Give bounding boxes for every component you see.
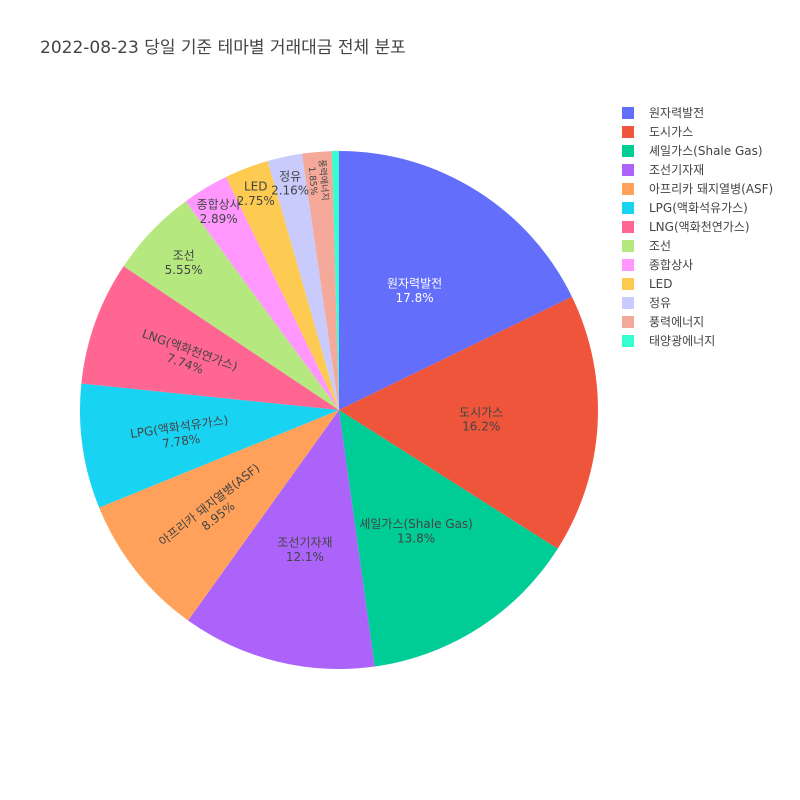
- legend-item[interactable]: 풍력에너지: [622, 312, 773, 331]
- pie-slice-4[interactable]: [99, 410, 339, 621]
- legend-swatch: [622, 334, 634, 347]
- legend-item[interactable]: 조선: [622, 236, 773, 255]
- slice-label-7: 조선5.55%: [165, 249, 203, 277]
- legend-label: 조선기자재: [649, 163, 705, 177]
- slice-percent-label: 12.1%: [286, 550, 324, 564]
- legend-label: 조선: [649, 239, 672, 253]
- legend-item[interactable]: 아프리카 돼지열병(ASF): [622, 179, 773, 198]
- pie-slices: [80, 151, 598, 669]
- legend-swatch: [622, 239, 634, 252]
- slice-percent-label: 2.16%: [271, 184, 309, 198]
- legend-swatch: [622, 220, 634, 233]
- legend-label: 태양광에너지: [649, 334, 716, 348]
- slice-category-label: 조선: [173, 249, 195, 263]
- pie-slice-1[interactable]: [339, 296, 598, 549]
- legend-item[interactable]: 도시가스: [622, 122, 773, 141]
- legend-label: 종합상사: [649, 258, 694, 272]
- legend-label: 원자력발전: [649, 106, 705, 120]
- legend-label: 풍력에너지: [649, 315, 705, 329]
- legend-label: 정유: [649, 296, 672, 310]
- legend-swatch: [622, 125, 634, 138]
- pie-slice-2[interactable]: [339, 410, 558, 667]
- slice-label-2: 셰일가스(Shale Gas)13.8%: [359, 517, 473, 545]
- chart-title: 2022-08-23 당일 기준 테마별 거래대금 전체 분포: [40, 38, 406, 58]
- pie-slice-6[interactable]: [81, 266, 339, 410]
- pie-slice-8[interactable]: [185, 176, 339, 410]
- pie-slice-12[interactable]: [332, 151, 339, 410]
- pie-slice-9[interactable]: [225, 161, 339, 410]
- slice-percent-label: 1.85%: [306, 166, 318, 196]
- slice-category-label: 원자력발전: [387, 276, 442, 290]
- slice-category-label: 정유: [279, 169, 301, 183]
- slice-percent-label: 5.55%: [165, 263, 203, 277]
- slice-percent-label: 16.2%: [462, 420, 500, 434]
- legend-label: LED: [649, 276, 673, 291]
- slice-percent-label: 17.8%: [396, 291, 434, 305]
- legend-swatch: [622, 315, 634, 328]
- legend-item[interactable]: 조선기자재: [622, 160, 773, 179]
- legend-swatch: [622, 144, 634, 157]
- slice-category-label: 셰일가스(Shale Gas): [359, 517, 473, 531]
- slice-category-label: 도시가스: [459, 405, 503, 419]
- pie-slice-3[interactable]: [188, 410, 375, 669]
- pie-slice-11[interactable]: [302, 151, 339, 410]
- legend-swatch: [622, 277, 634, 290]
- slice-category-label: 조선기자재: [277, 536, 332, 550]
- legend-item[interactable]: LPG(액화석유가스): [622, 198, 773, 217]
- pie-slice-0[interactable]: [339, 151, 572, 410]
- legend-swatch: [622, 163, 634, 176]
- legend-swatch: [622, 106, 634, 119]
- slice-percent-label: 2.75%: [237, 194, 275, 208]
- slice-percent-label: 7.78%: [161, 432, 201, 451]
- legend-label: LNG(액화천연가스): [649, 220, 750, 234]
- legend-label: 도시가스: [649, 125, 694, 139]
- legend-item[interactable]: 종합상사: [622, 255, 773, 274]
- legend-item[interactable]: 태양광에너지: [622, 331, 773, 350]
- slice-category-label: 풍력에너지: [316, 159, 331, 201]
- legend-swatch: [622, 258, 634, 271]
- legend-label: 아프리카 돼지열병(ASF): [649, 182, 774, 196]
- legend-label: LPG(액화석유가스): [649, 201, 748, 215]
- legend-swatch: [622, 296, 634, 309]
- legend-item[interactable]: 정유: [622, 293, 773, 312]
- legend-item[interactable]: LED: [622, 274, 773, 293]
- pie-slice-7[interactable]: [123, 201, 339, 410]
- slice-percent-label: 13.8%: [397, 531, 435, 545]
- slice-percent-label: 2.89%: [200, 212, 238, 226]
- pie-slice-10[interactable]: [267, 153, 339, 410]
- legend-item[interactable]: 셰일가스(Shale Gas): [622, 141, 773, 160]
- slice-category-label: LED: [244, 179, 268, 193]
- legend-label: 셰일가스(Shale Gas): [649, 144, 763, 158]
- legend-swatch: [622, 201, 634, 214]
- legend-item[interactable]: LNG(액화천연가스): [622, 217, 773, 236]
- slice-category-label: 종합상사: [197, 198, 241, 212]
- slice-label-10: 정유2.16%: [271, 169, 309, 197]
- pie-slice-5[interactable]: [80, 383, 339, 508]
- legend-item[interactable]: 원자력발전: [622, 103, 773, 122]
- legend-swatch: [622, 182, 634, 195]
